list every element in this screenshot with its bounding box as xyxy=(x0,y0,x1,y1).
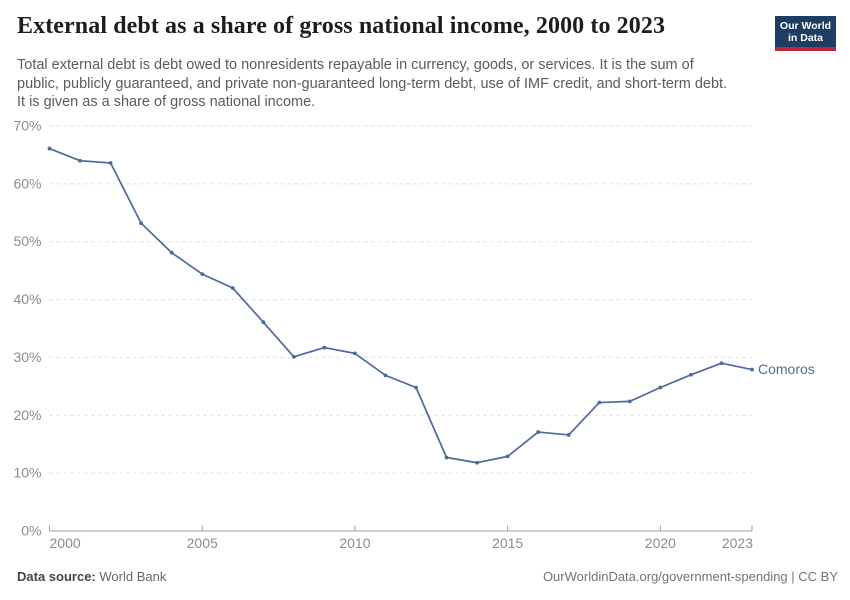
data-point xyxy=(230,286,235,290)
data-source: Data source: World Bank xyxy=(17,569,166,584)
data-point xyxy=(353,351,357,356)
x-tick-label: 2000 xyxy=(50,535,81,551)
data-point xyxy=(78,158,82,163)
data-point xyxy=(261,320,266,325)
x-tick-label: 2020 xyxy=(645,535,676,551)
data-point xyxy=(536,430,541,434)
data-line xyxy=(49,147,753,464)
y-tick-label: 30% xyxy=(13,349,41,365)
data-point xyxy=(658,385,663,390)
logo-line-2: in Data xyxy=(787,32,823,44)
y-tick-label: 50% xyxy=(13,233,41,249)
y-tick-label: 40% xyxy=(13,291,41,307)
y-tick-label: 60% xyxy=(13,175,41,191)
x-tick-label: 2023 xyxy=(722,535,753,551)
data-point xyxy=(566,433,571,437)
y-tick-label: 0% xyxy=(21,523,41,539)
data-point xyxy=(475,460,480,465)
subtitle-line: public, publicly guaranteed, and private… xyxy=(17,75,728,92)
subtitle-line: Total external debt is debt owed to nonr… xyxy=(17,57,694,73)
subtitle-line: It is given as a share of gross national… xyxy=(17,94,316,110)
data-source-label: Data source: xyxy=(17,569,96,584)
data-point xyxy=(597,400,602,405)
data-point xyxy=(719,361,724,366)
data-point xyxy=(169,250,174,255)
y-tick-label: 20% xyxy=(13,407,41,423)
data-point xyxy=(414,385,418,390)
y-tick-label: 70% xyxy=(13,118,41,134)
data-point xyxy=(689,372,693,377)
data-point xyxy=(505,454,510,459)
page-title: External debt as a share of gross nation… xyxy=(17,13,666,39)
attribution: OurWorldinData.org/government-spending |… xyxy=(542,569,838,584)
y-tick-label: 10% xyxy=(13,465,41,481)
data-point xyxy=(383,373,388,378)
x-tick-label: 2010 xyxy=(339,535,370,551)
data-point xyxy=(627,399,632,404)
logo-line-1: Our World xyxy=(779,20,832,32)
data-point xyxy=(108,161,113,165)
data-point xyxy=(750,367,754,372)
data-point xyxy=(200,272,205,277)
chart-subtitle: Total external debt is debt owed to nonr… xyxy=(17,56,727,112)
data-source-value: World Bank xyxy=(99,569,167,584)
x-tick-label: 2005 xyxy=(187,535,218,551)
data-point xyxy=(139,221,144,226)
data-point xyxy=(322,345,327,350)
entity-label: Comoros xyxy=(758,361,815,377)
owid-logo: Our World in Data xyxy=(775,16,836,51)
x-tick-label: 2015 xyxy=(492,535,523,551)
data-point xyxy=(291,354,296,359)
data-point xyxy=(444,455,449,460)
data-point xyxy=(47,146,52,151)
